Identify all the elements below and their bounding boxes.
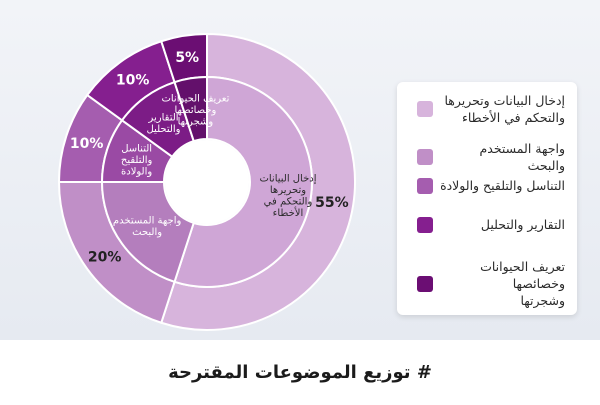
category-label-1: واجهة المستخدم والبحث xyxy=(113,216,182,239)
donut-hole xyxy=(165,140,249,224)
category-label-0: إدخال البيانات وتحريرها والتحكم في الأخطاء xyxy=(259,174,316,220)
category-label-2: التناسل والتلقيح والولادة xyxy=(121,144,153,178)
legend-item-3: التقارير والتحليل xyxy=(407,216,565,233)
legend-label-4: تعريف الحيوانات وخصائصها وشجرتها xyxy=(480,259,565,308)
value-label-3: 10% xyxy=(116,73,150,89)
inner-slice-0 xyxy=(173,75,313,288)
value-label-2: 10% xyxy=(70,136,104,152)
legend-item-4: تعريف الحيوانات وخصائصها وشجرتها xyxy=(407,258,565,309)
legend-swatch-1 xyxy=(417,149,433,165)
value-label-1: 20% xyxy=(88,249,122,265)
legend-swatch-3 xyxy=(417,216,433,233)
category-label-4: تعريف الحيوانات وخصائصها وشجرتها xyxy=(161,93,229,127)
inner-slice-4 xyxy=(173,75,208,143)
legend-swatch-4 xyxy=(417,275,433,292)
value-label-4: 5% xyxy=(175,50,199,66)
value-label-0: 55% xyxy=(315,195,349,211)
legend-swatch-2 xyxy=(417,177,433,194)
inner-slice-1 xyxy=(100,181,195,284)
legend-item-1: واجهة المستخدم والبحث xyxy=(407,140,565,174)
footer: # توزيع الموضوعات المقترحة xyxy=(0,340,600,405)
legend-label-1: واجهة المستخدم والبحث xyxy=(479,141,565,173)
chart-title: # توزيع الموضوعات المقترحة xyxy=(168,362,432,383)
legend-label-0: إدخال البيانات وتحريرها والتحكم في الأخطا… xyxy=(444,93,565,125)
legend-item-2: التناسل والتلقيح والولادة xyxy=(407,177,565,194)
legend-swatch-0 xyxy=(417,101,433,117)
legend-label-3: التقارير والتحليل xyxy=(480,217,565,232)
legend-label-2: التناسل والتلقيح والولادة xyxy=(440,178,565,193)
category-label-3: التقارير والتحليل xyxy=(146,112,180,134)
legend: إدخال البيانات وتحريرها والتحكم في الأخطا… xyxy=(397,82,577,315)
donut-chart: 55% 20% 10% 10% 5% إدخال البيانات وتحريرها والت… xyxy=(57,32,356,331)
legend-item-0: إدخال البيانات وتحريرها والتحكم في الأخطا… xyxy=(407,92,565,126)
